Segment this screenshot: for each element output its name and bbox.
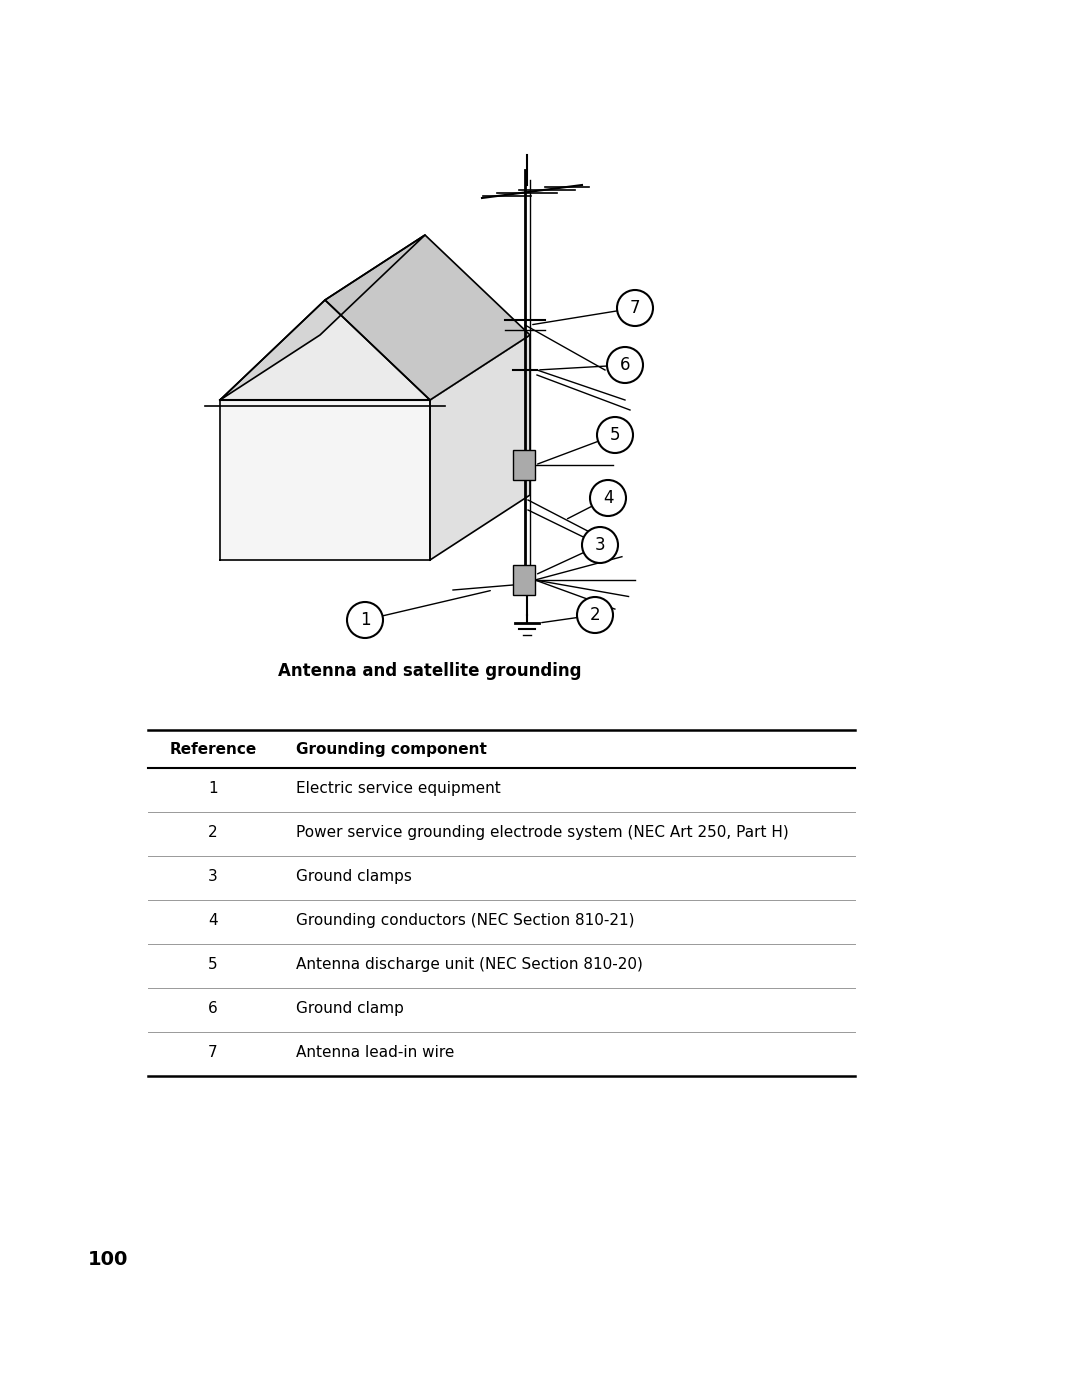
Bar bbox=[513, 450, 535, 481]
Text: 6: 6 bbox=[208, 1002, 218, 1016]
Text: Antenna lead-in wire: Antenna lead-in wire bbox=[296, 1045, 455, 1060]
Text: Grounding conductors (NEC Section 810-21): Grounding conductors (NEC Section 810-21… bbox=[296, 914, 635, 928]
Text: 3: 3 bbox=[595, 536, 605, 555]
Text: 7: 7 bbox=[208, 1045, 218, 1060]
Circle shape bbox=[577, 597, 613, 633]
Text: Ground clamp: Ground clamp bbox=[296, 1002, 404, 1016]
Circle shape bbox=[590, 481, 626, 515]
Text: 1: 1 bbox=[208, 781, 218, 796]
Circle shape bbox=[582, 527, 618, 563]
Text: 4: 4 bbox=[208, 914, 218, 928]
Text: 6: 6 bbox=[620, 356, 631, 374]
Polygon shape bbox=[220, 400, 430, 560]
Text: 4: 4 bbox=[603, 489, 613, 507]
Text: Grounding component: Grounding component bbox=[296, 742, 487, 757]
Text: Antenna discharge unit (NEC Section 810-20): Antenna discharge unit (NEC Section 810-… bbox=[296, 957, 643, 972]
Text: Electric service equipment: Electric service equipment bbox=[296, 781, 501, 796]
Text: Antenna and satellite grounding: Antenna and satellite grounding bbox=[279, 662, 582, 680]
Text: 5: 5 bbox=[208, 957, 218, 972]
Text: 7: 7 bbox=[630, 299, 640, 317]
Text: 100: 100 bbox=[87, 1250, 129, 1268]
Text: 1: 1 bbox=[360, 610, 370, 629]
Text: 2: 2 bbox=[208, 826, 218, 840]
Text: 2: 2 bbox=[590, 606, 600, 624]
Polygon shape bbox=[220, 235, 426, 400]
Circle shape bbox=[617, 291, 653, 326]
Polygon shape bbox=[220, 300, 430, 400]
Circle shape bbox=[347, 602, 383, 638]
Circle shape bbox=[597, 416, 633, 453]
Text: Power service grounding electrode system (NEC Art 250, Part H): Power service grounding electrode system… bbox=[296, 826, 788, 840]
Bar bbox=[513, 564, 535, 595]
Text: 3: 3 bbox=[208, 869, 218, 884]
Text: Reference: Reference bbox=[170, 742, 257, 757]
Polygon shape bbox=[430, 335, 530, 560]
Polygon shape bbox=[325, 235, 530, 400]
Text: Ground clamps: Ground clamps bbox=[296, 869, 411, 884]
Text: 5: 5 bbox=[610, 426, 620, 444]
Circle shape bbox=[607, 346, 643, 383]
